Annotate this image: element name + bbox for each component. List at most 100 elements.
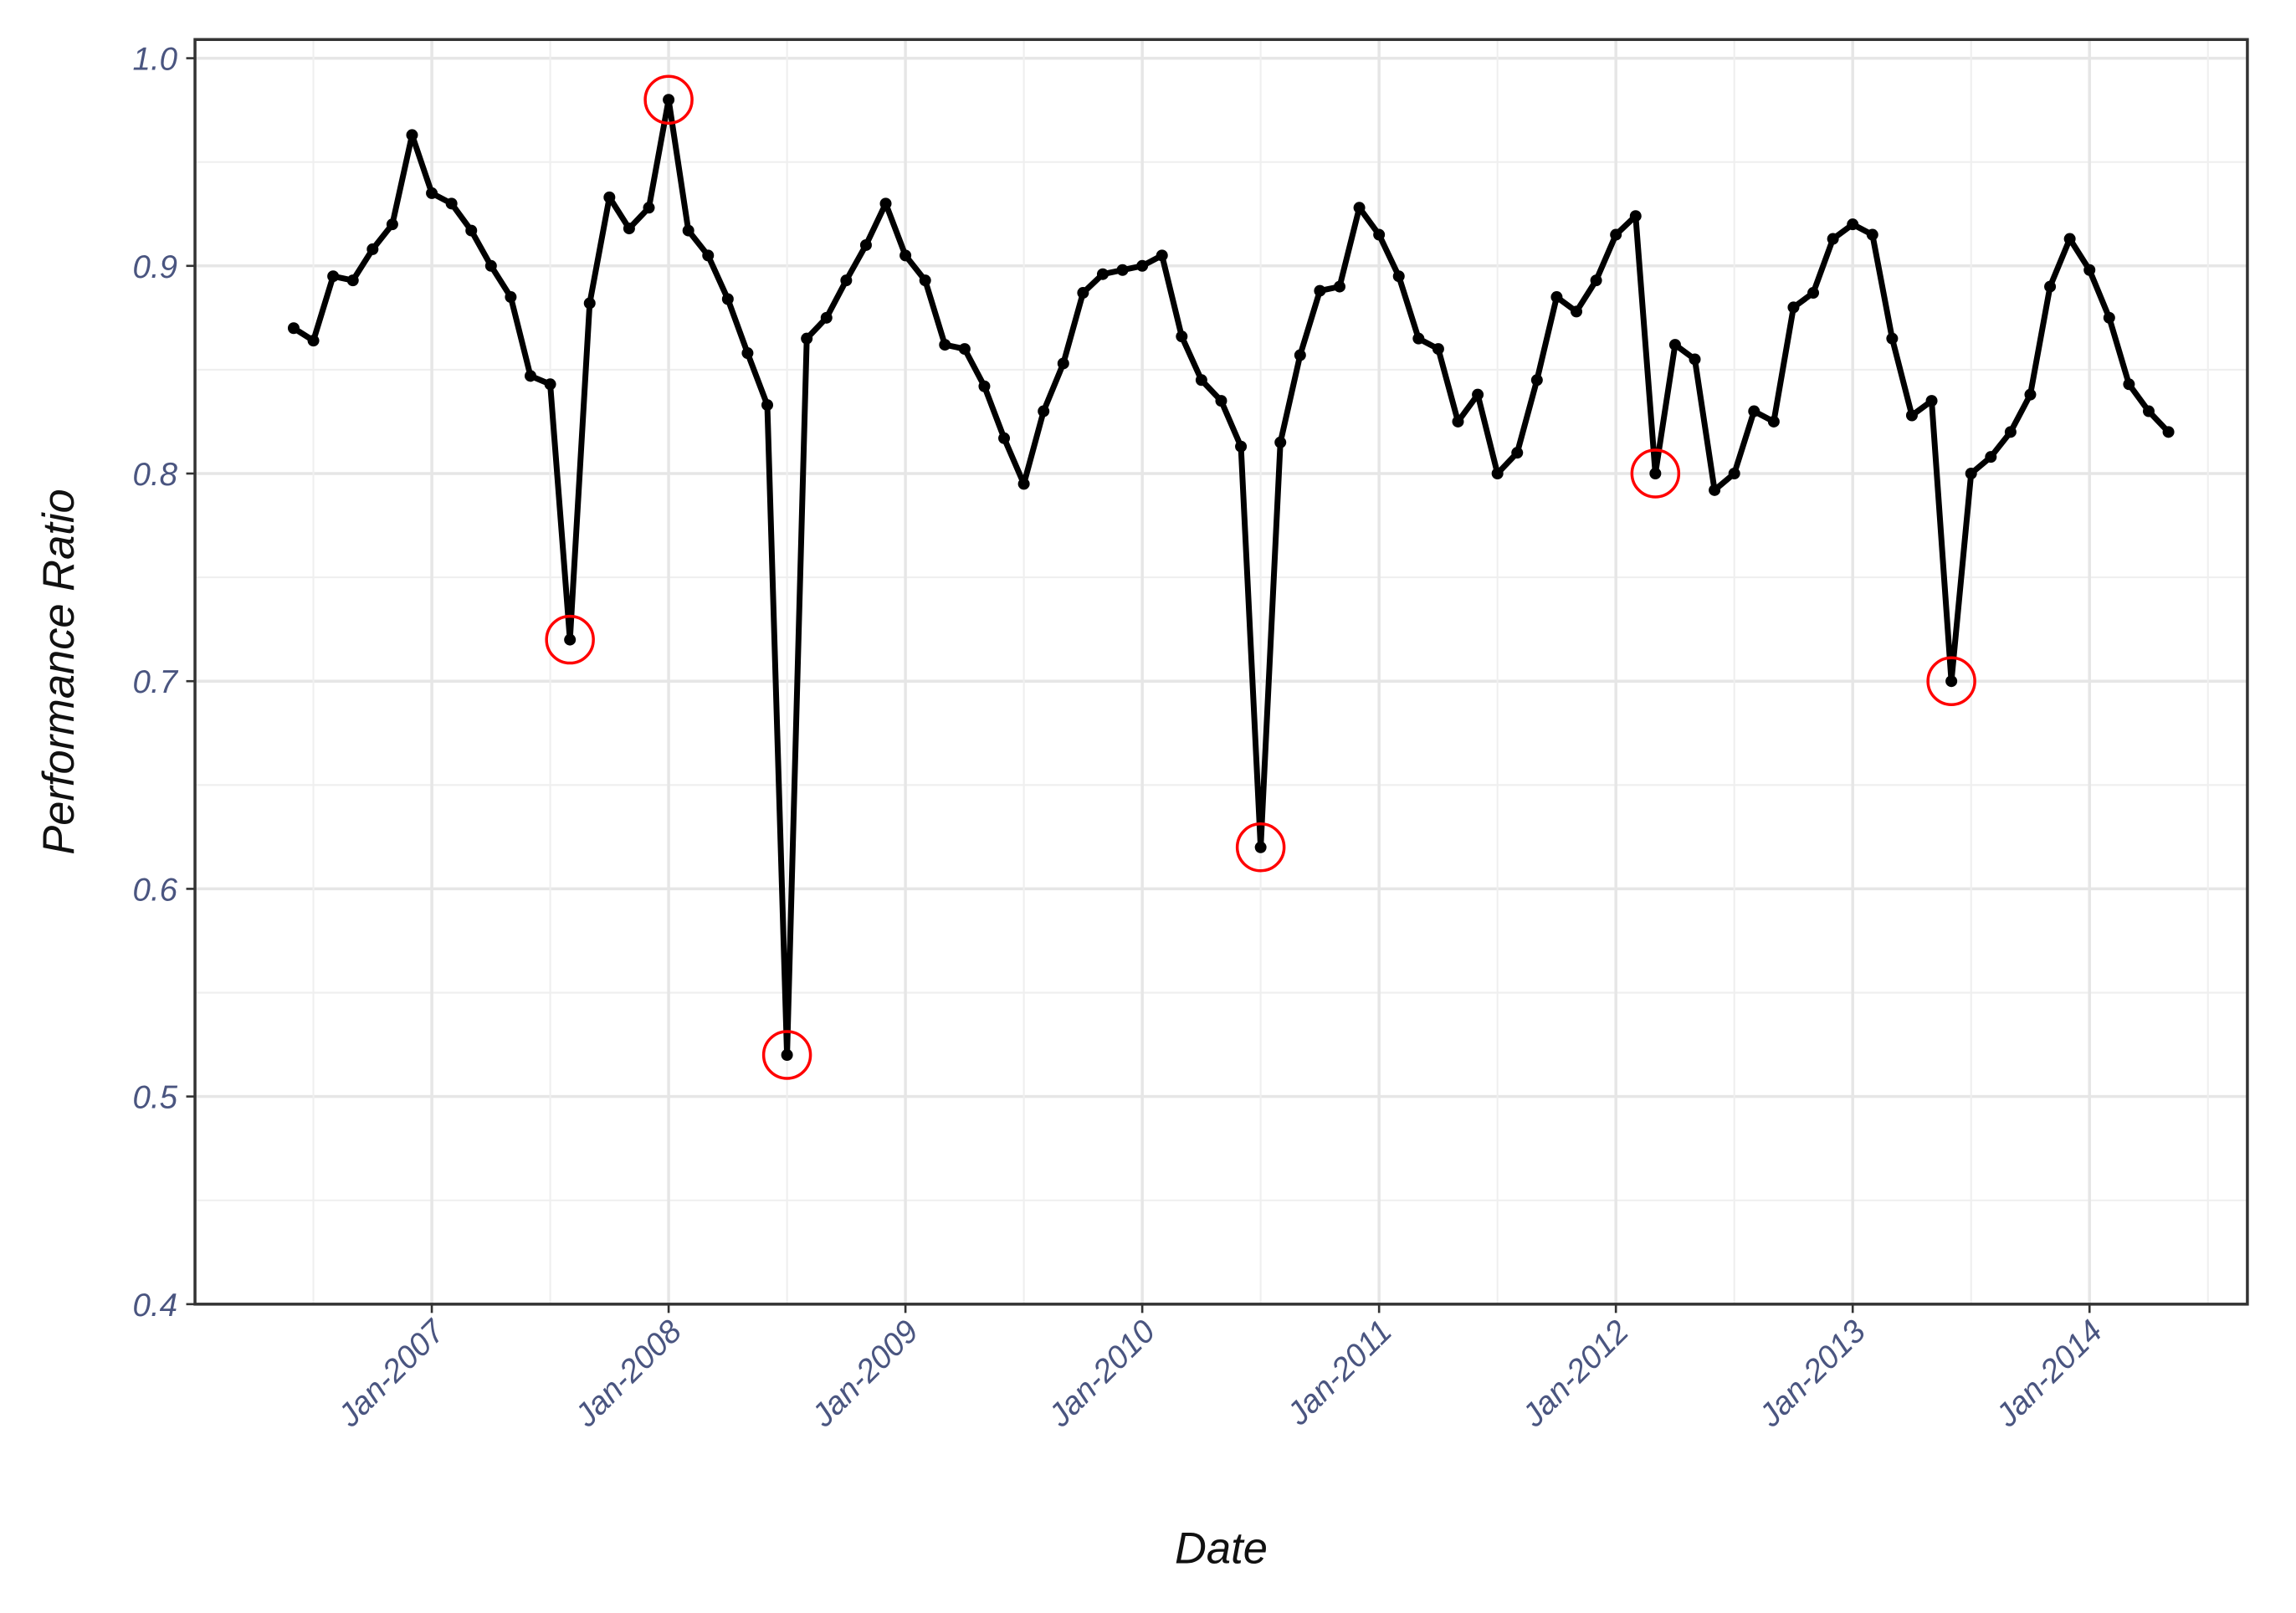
data-point [1787,301,1800,314]
data-point [1472,388,1484,401]
data-point [327,270,340,283]
y-tick-label: 0.5 [133,1080,178,1116]
data-point [1274,436,1287,448]
highlight-circle [1235,822,1286,873]
grid [195,39,2247,1306]
data-point [1215,395,1227,407]
data-point [2044,280,2057,293]
data-point [1017,478,1030,490]
data-point [1689,353,1701,366]
data-point [346,274,359,287]
y-tick-label: 0.7 [133,664,179,700]
data-point [1057,357,1069,370]
data-point [564,633,577,646]
data-point [1629,210,1642,223]
data-point [1925,395,1938,407]
data-point [781,1048,793,1061]
data-point [1728,468,1740,479]
data-point [998,432,1011,444]
highlight-circle [761,1030,812,1080]
data-point [1530,374,1543,387]
data-point [524,370,536,382]
y-axis-title: Performance Ratio [34,489,84,854]
data-point [484,259,497,272]
data-point [879,197,892,210]
data-point [1511,447,1524,459]
data-point [1668,339,1681,351]
data-point [366,243,379,255]
data-point [2004,426,2017,438]
data-point [643,202,655,214]
data-point [1136,259,1149,272]
highlight-circle [1630,448,1681,499]
data-point [1176,330,1188,343]
data-point [2123,378,2135,391]
data-point [445,197,458,210]
data-point [939,339,951,351]
data-point [505,291,517,304]
y-tick-label: 0.4 [133,1288,177,1324]
data-point [2162,426,2175,438]
data-point [1590,274,1602,287]
panel-border [193,38,2249,1306]
data-point [603,191,616,203]
data-point [1945,675,1958,688]
data-point [386,218,398,231]
data-point [761,399,774,412]
data-point [1866,228,1878,241]
data-point [978,380,991,392]
data-point [1077,287,1089,300]
data-point [919,274,931,287]
data-point [1373,228,1386,241]
data-point [1195,374,1207,387]
data-point [2024,388,2037,401]
data-point [801,332,813,345]
y-tick-label: 1.0 [133,42,178,78]
data-point [1412,332,1425,345]
data-point [1294,349,1306,361]
data-point [1353,202,1366,214]
data-point [663,94,675,106]
data-point [1610,228,1622,241]
data-point [1709,484,1721,496]
data-point [465,224,478,237]
data-point [583,297,596,310]
y-tick-label: 0.6 [133,872,178,908]
y-tick-label: 0.9 [133,249,177,285]
data-point [1571,305,1583,318]
data-point [1038,405,1050,417]
data-point [1767,415,1780,428]
data-point [1748,405,1760,417]
data-point [702,249,715,262]
data-point [2103,311,2115,324]
data-point [958,343,971,356]
data-point [1491,468,1504,479]
x-axis-title: Date [1175,1524,1268,1574]
data-point [406,129,418,141]
data-point [1432,343,1444,356]
data-point [820,311,833,324]
data-point [1096,268,1109,280]
data-point [287,322,300,335]
data-point [859,238,872,251]
data-point [307,335,320,347]
highlight-circle [1926,656,1976,706]
data-point [1827,233,1839,245]
data-point [899,249,912,262]
plot [287,74,2175,1080]
data-point [426,187,438,199]
data-point [544,378,556,391]
data-point [2083,264,2096,276]
data-point [682,224,694,237]
data-point [1985,451,1997,463]
data-point [1965,468,1977,479]
data-point [840,274,853,287]
data-point [1452,415,1464,428]
data-point [1116,264,1129,276]
data-point [1254,841,1267,853]
highlight-circle [643,74,694,125]
data-point [1392,270,1405,283]
data-point [1847,218,1859,231]
